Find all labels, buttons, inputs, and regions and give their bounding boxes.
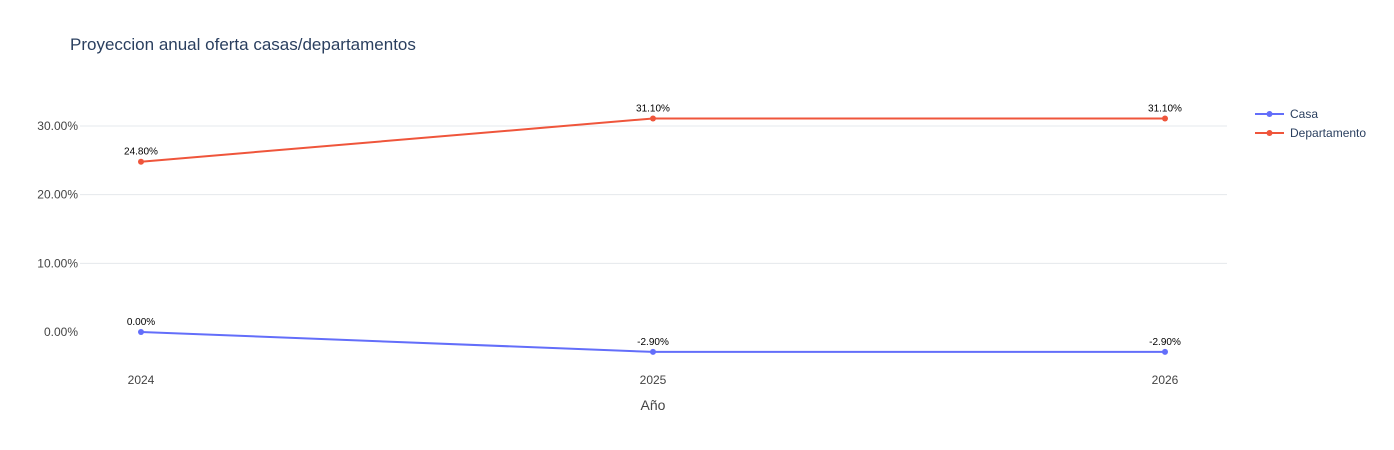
data-label: -2.90% (637, 337, 669, 348)
y-tick-label: 0.00% (44, 325, 78, 339)
data-label: 0.00% (127, 317, 155, 328)
data-label: 31.10% (1148, 103, 1182, 114)
y-axis-ticks: 0.00% 10.00% 20.00% 30.00% (37, 119, 78, 339)
data-point-casa[interactable] (138, 329, 144, 335)
legend-marker (1266, 130, 1273, 136)
legend-marker (1266, 111, 1273, 117)
y-tick-label: 30.00% (37, 119, 78, 133)
series-layer (138, 115, 1168, 355)
legend-item-departamento[interactable]: Departamento (1255, 126, 1366, 140)
x-axis-ticks: 2024 2025 2026 (128, 373, 1179, 387)
y-tick-label: 20.00% (37, 188, 78, 202)
x-axis-title: Año (641, 397, 666, 413)
legend-item-casa[interactable]: Casa (1255, 107, 1318, 121)
x-tick-label: 2025 (640, 373, 667, 387)
series-line-departamento (140, 117, 1165, 163)
data-label: -2.90% (1149, 337, 1181, 348)
legend-label: Casa (1290, 107, 1318, 121)
grid-lines (80, 125, 1227, 264)
legend[interactable]: Casa Departamento (1255, 107, 1366, 140)
x-tick-label: 2026 (1152, 373, 1179, 387)
data-point-departamento[interactable] (138, 158, 144, 165)
data-label: 31.10% (636, 103, 670, 114)
data-label: 24.80% (124, 147, 158, 158)
legend-label: Departamento (1290, 126, 1366, 140)
data-point-departamento[interactable] (1162, 115, 1168, 122)
data-point-casa[interactable] (650, 348, 656, 355)
data-labels: 0.00% -2.90% -2.90% 24.80% 31.10% 31.10% (124, 103, 1182, 347)
y-tick-label: 10.00% (37, 256, 78, 270)
chart-title: Proyeccion anual oferta casas/departamen… (70, 35, 416, 54)
x-tick-label: 2024 (128, 373, 155, 387)
data-point-departamento[interactable] (650, 115, 656, 122)
data-point-casa[interactable] (1162, 348, 1168, 355)
